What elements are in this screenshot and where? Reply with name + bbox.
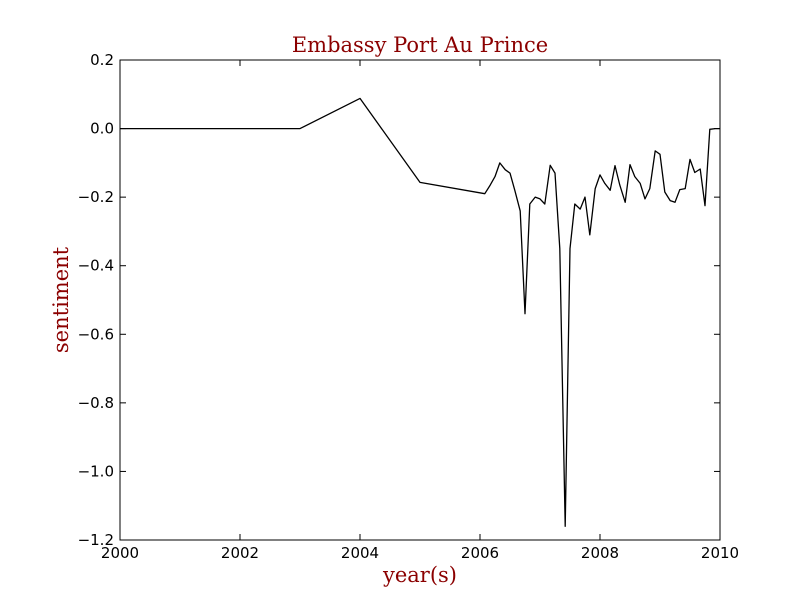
- x-axis-label: year(s): [382, 563, 457, 587]
- y-tick-label: 0.0: [90, 120, 114, 138]
- x-tick-label: 2006: [461, 544, 499, 562]
- y-axis-label: sentiment: [49, 246, 73, 353]
- y-tick-label: −1.2: [78, 531, 114, 549]
- y-tick-label: −0.2: [78, 188, 114, 206]
- x-tick-label: 2010: [701, 544, 739, 562]
- y-tick-label: −0.8: [78, 394, 114, 412]
- plot-frame: [119, 59, 721, 541]
- series-line: [120, 97, 720, 527]
- axis-tick-labels: 2000 2002 2004 2006 2008 2010 0.2 0.0 −0.2 −0.4 −0…: [78, 51, 740, 562]
- y-tick-label: 0.2: [90, 51, 114, 69]
- y-tick-label: −0.4: [78, 257, 114, 275]
- x-tick-label: 2002: [221, 544, 259, 562]
- y-tick-label: −0.6: [78, 325, 114, 343]
- series-group: [120, 97, 720, 527]
- x-tick-label: 2008: [581, 544, 619, 562]
- chart-title: Embassy Port Au Prince: [292, 33, 548, 57]
- x-tick-label: 2000: [101, 544, 139, 562]
- x-tick-label: 2004: [341, 544, 379, 562]
- y-tick-label: −1.0: [78, 462, 114, 480]
- axis-ticks: [119, 59, 721, 541]
